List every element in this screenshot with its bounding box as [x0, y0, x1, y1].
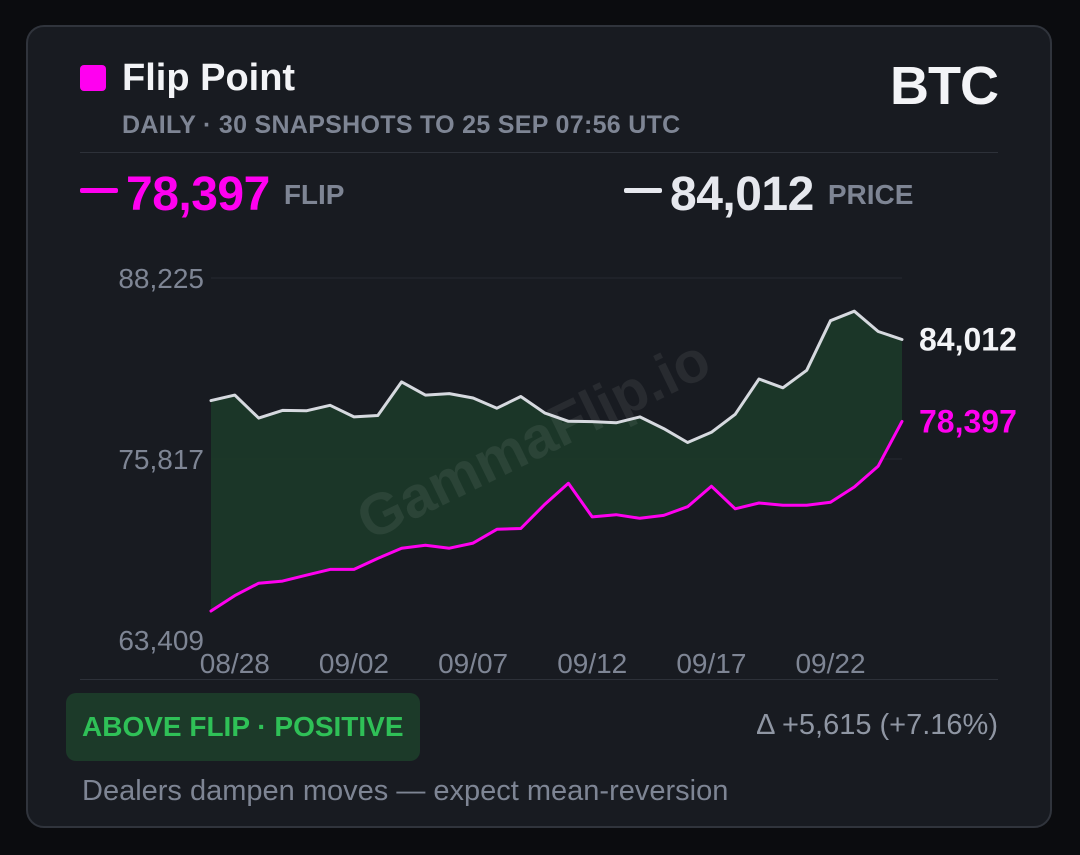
flip-stat: 78,397 FLIP [80, 167, 344, 222]
flip-color-swatch [80, 65, 106, 91]
flip-last-label: 78,397 [919, 403, 1017, 439]
card-title: Flip Point [122, 57, 296, 99]
price-series-line [209, 309, 904, 444]
price-last-label: 84,012 [919, 321, 1017, 357]
regime-badge: ABOVE FLIP · POSITIVE [66, 693, 420, 761]
flip-legend-dash [80, 188, 118, 193]
regime-note: Dealers dampen moves — expect mean-rever… [82, 775, 729, 807]
price-label: PRICE [827, 178, 914, 210]
card-subtitle: DAILY · 30 SNAPSHOTS TO 25 SEP 07:56 UTC [122, 111, 681, 139]
flip-series-line [209, 419, 904, 613]
x-tick-label: 09/02 [319, 648, 389, 679]
price-value: 84,012 [670, 168, 814, 221]
x-tick-label: 09/12 [557, 648, 627, 679]
symbol-label: BTC [890, 56, 999, 116]
x-tick-label: 08/28 [200, 648, 270, 679]
price-legend-dash [624, 188, 662, 193]
flip-value: 78,397 [126, 168, 270, 221]
delta-readout: Δ +5,615 (+7.16%) [756, 709, 998, 741]
flip-label: FLIP [283, 178, 345, 210]
x-tick-label: 09/07 [438, 648, 508, 679]
y-tick-label: 63,409 [118, 625, 204, 656]
header-divider [80, 152, 998, 153]
spread-fill-area [211, 311, 902, 611]
footer-divider [80, 679, 998, 680]
flip-point-card: Flip Point DAILY · 30 SNAPSHOTS TO 25 SE… [26, 25, 1052, 828]
x-tick-label: 09/22 [795, 648, 865, 679]
y-tick-label: 75,817 [118, 444, 204, 475]
x-tick-label: 09/17 [676, 648, 746, 679]
y-tick-label: 88,225 [118, 263, 204, 294]
price-stat: 84,012 PRICE [624, 167, 913, 222]
